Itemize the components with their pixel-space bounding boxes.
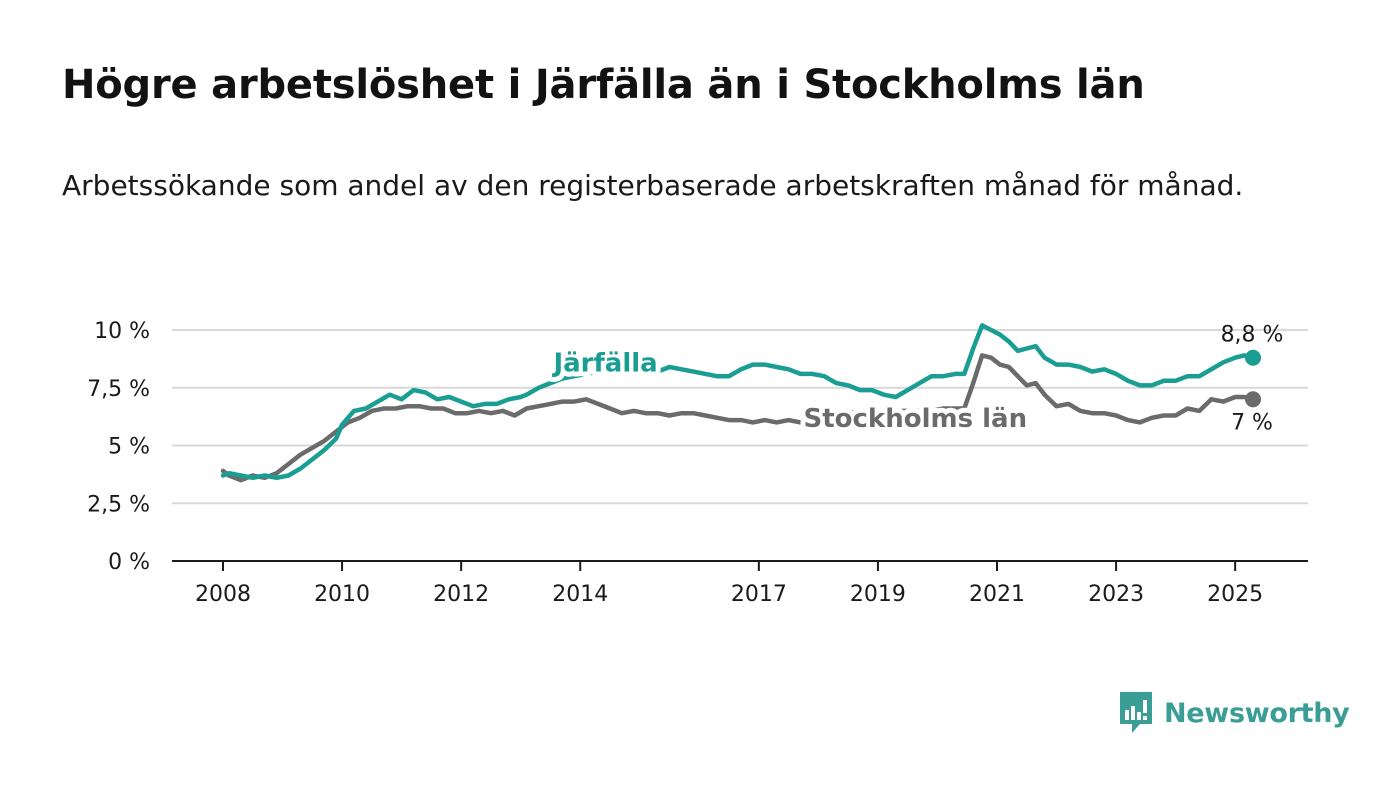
series-label-halo: Järfälla bbox=[551, 349, 657, 379]
x-tick-label: 2012 bbox=[433, 582, 489, 607]
x-tick-label: 2014 bbox=[552, 582, 608, 607]
series-lines bbox=[220, 323, 1262, 483]
gridlines bbox=[172, 329, 1308, 505]
x-tick-label: 2019 bbox=[850, 582, 906, 607]
y-axis-ticks: 0 % 2,5 % 5 % 7,5 % 10 % bbox=[87, 319, 150, 575]
x-tick-label: 2025 bbox=[1207, 582, 1263, 607]
x-tick-label: 2017 bbox=[731, 582, 787, 607]
newsworthy-logo-text: Newsworthy bbox=[1164, 697, 1350, 729]
chart-subtitle: Arbetssökande som andel av den registerb… bbox=[62, 169, 1244, 202]
chart-title: Högre arbetslöshet i Järfälla än i Stock… bbox=[62, 62, 1145, 108]
series-line-stockholms-lan bbox=[220, 353, 1256, 483]
y-tick-label: 10 % bbox=[94, 319, 150, 344]
series-label: Järfälla bbox=[551, 349, 657, 379]
series-end-point bbox=[1245, 391, 1262, 408]
y-tick-label: 2,5 % bbox=[87, 492, 150, 517]
y-tick-label: 7,5 % bbox=[87, 377, 150, 402]
series-line-jarfalla bbox=[220, 323, 1256, 481]
series-end-value-label: 8,8 % bbox=[1221, 323, 1284, 348]
y-tick-label: 5 % bbox=[108, 435, 150, 460]
x-tick-label: 2023 bbox=[1088, 582, 1144, 607]
x-tick-label: 2021 bbox=[969, 582, 1025, 607]
newsworthy-logo-icon bbox=[1120, 692, 1152, 733]
y-tick-label: 0 % bbox=[108, 550, 150, 575]
x-tick-label: 2010 bbox=[314, 582, 370, 607]
series-label-halo: Stockholms län bbox=[804, 404, 1028, 434]
series-end-point bbox=[1245, 349, 1262, 366]
series-label: Stockholms län bbox=[804, 404, 1028, 434]
x-tick-label: 2008 bbox=[195, 582, 251, 607]
series-end-value-label: 7 % bbox=[1231, 410, 1273, 435]
newsworthy-logo: Newsworthy bbox=[1118, 690, 1350, 736]
x-axis-ticks: 2008 2010 2012 2014 2017 2019 2021 2023 2025 bbox=[195, 561, 1263, 607]
